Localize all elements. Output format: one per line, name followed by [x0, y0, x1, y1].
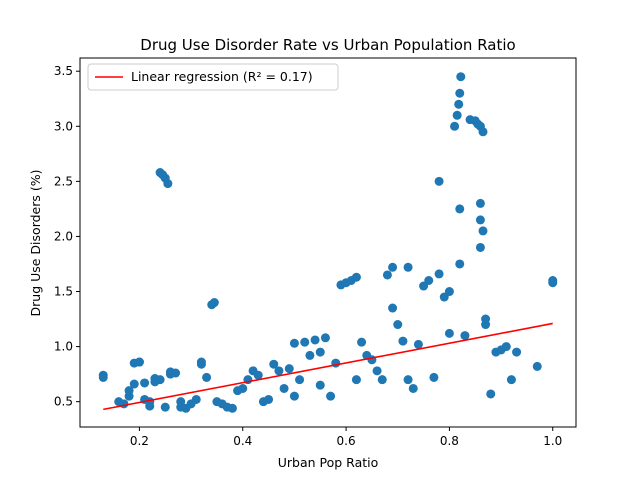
- data-point: [478, 226, 488, 236]
- data-point: [475, 242, 485, 252]
- legend-box: [87, 63, 339, 91]
- y-tick-label: 3.0: [54, 119, 73, 133]
- data-point: [310, 335, 320, 345]
- data-point: [140, 378, 150, 388]
- data-point: [305, 350, 315, 360]
- y-axis-label: Drug Use Disorders (%): [28, 170, 43, 317]
- data-point: [209, 298, 219, 308]
- data-point: [548, 276, 558, 286]
- data-point: [475, 215, 485, 225]
- data-point: [450, 121, 460, 131]
- data-point: [403, 262, 413, 272]
- data-point: [403, 375, 413, 385]
- data-point: [393, 320, 403, 330]
- data-point: [171, 368, 181, 378]
- data-point: [253, 370, 263, 380]
- x-tick-label: 0.6: [337, 434, 356, 448]
- data-point: [478, 127, 488, 137]
- data-point: [163, 179, 173, 189]
- y-tick-label: 1.5: [54, 285, 73, 299]
- data-point: [460, 331, 470, 341]
- data-point: [377, 375, 387, 385]
- regression-line: [103, 322, 553, 411]
- data-point: [424, 276, 434, 286]
- data-point: [454, 99, 464, 109]
- data-point: [351, 375, 361, 385]
- data-point: [434, 269, 444, 279]
- data-point: [388, 262, 398, 272]
- x-tick-label: 0.4: [233, 434, 252, 448]
- x-tick-label: 0.8: [440, 434, 459, 448]
- data-point: [455, 259, 465, 269]
- y-tick-label: 2.5: [54, 174, 73, 188]
- data-point: [129, 379, 139, 389]
- y-tick-label: 3.5: [54, 64, 73, 78]
- data-point: [315, 347, 325, 357]
- axes-frame: [79, 57, 577, 428]
- data-point: [295, 375, 305, 385]
- data-point: [444, 328, 454, 338]
- data-point: [532, 361, 542, 371]
- data-point: [357, 337, 367, 347]
- x-tick-label: 0.2: [130, 434, 149, 448]
- data-point: [119, 399, 129, 409]
- data-point: [264, 394, 274, 404]
- data-point: [191, 394, 201, 404]
- data-point: [486, 389, 496, 399]
- data-point: [289, 391, 299, 401]
- data-point: [196, 357, 206, 367]
- data-point: [274, 366, 284, 376]
- data-point: [300, 337, 310, 347]
- x-axis-label: Urban Pop Ratio: [278, 455, 379, 470]
- x-tick-label: 1.0: [543, 434, 562, 448]
- data-point: [269, 359, 279, 369]
- data-point: [456, 72, 466, 82]
- data-point: [434, 176, 444, 186]
- data-point: [315, 380, 325, 390]
- data-point: [429, 372, 439, 382]
- data-point: [124, 386, 134, 396]
- data-point: [455, 88, 465, 98]
- data-point: [481, 314, 491, 324]
- data-point: [227, 403, 237, 413]
- data-point: [289, 338, 299, 348]
- data-point: [455, 204, 465, 214]
- chart-title: Drug Use Disorder Rate vs Urban Populati…: [140, 36, 515, 54]
- data-point: [284, 364, 294, 374]
- x-axis: 0.2 0.4 0.6 0.8 1.0: [130, 427, 562, 448]
- legend-label: Linear regression (R² = 0.17): [131, 69, 313, 84]
- legend: Linear regression (R² = 0.17): [87, 63, 339, 91]
- data-point: [388, 303, 398, 313]
- data-point: [326, 391, 336, 401]
- plot-area: [98, 72, 558, 413]
- data-point: [98, 372, 108, 382]
- data-point: [506, 375, 516, 385]
- data-point: [475, 198, 485, 208]
- y-axis: 0.5 1.0 1.5 2.0 2.5 3.0 3.5: [54, 64, 80, 409]
- data-point: [160, 402, 170, 412]
- data-point: [202, 372, 212, 382]
- y-tick-label: 2.0: [54, 229, 73, 243]
- data-point: [279, 383, 289, 393]
- data-point: [512, 347, 522, 357]
- data-point: [238, 383, 248, 393]
- data-point: [452, 110, 462, 120]
- data-point: [351, 272, 361, 282]
- data-point: [501, 342, 511, 352]
- data-point: [372, 366, 382, 376]
- data-point: [134, 357, 144, 367]
- data-point: [155, 375, 165, 385]
- data-point: [382, 270, 392, 280]
- data-point: [408, 383, 418, 393]
- y-tick-label: 0.5: [54, 395, 73, 409]
- y-tick-label: 1.0: [54, 340, 73, 354]
- data-point: [413, 339, 423, 349]
- data-point: [320, 333, 330, 343]
- data-point: [444, 287, 454, 297]
- data-point: [398, 336, 408, 346]
